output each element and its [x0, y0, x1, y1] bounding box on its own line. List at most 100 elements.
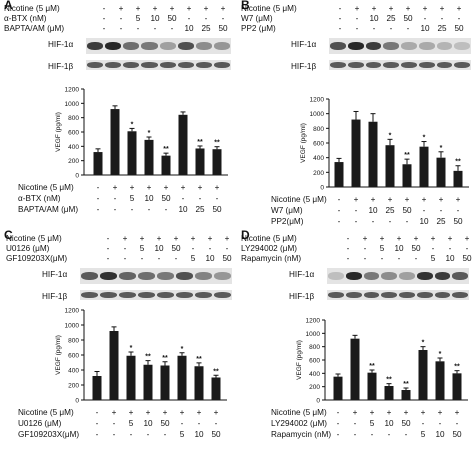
treatment-symbol: 10: [420, 24, 430, 33]
significance-mark: **: [454, 364, 460, 371]
treatment-symbol: -: [336, 408, 340, 417]
treatment-symbol: 50: [454, 24, 464, 33]
blot-band: [365, 62, 382, 68]
treatment-symbol: 25: [436, 217, 446, 226]
treatment-symbol: 50: [402, 206, 412, 215]
blot-band: [399, 272, 415, 280]
treatment-row-label: Nicotine (5 μM): [241, 234, 297, 243]
blot-band: [416, 272, 433, 280]
treatment-symbol: +: [190, 234, 196, 243]
treatment-symbol: -: [338, 24, 342, 33]
treatment-symbol: 5: [129, 194, 135, 203]
y-axis-label: VEGF (pg/ml): [55, 112, 62, 152]
blot-band: [141, 62, 158, 68]
treatment-symbol: +: [213, 408, 219, 417]
treatment-row-label: BAPTA/AM (μM): [4, 24, 65, 33]
treatment-symbol: -: [346, 234, 350, 243]
significance-mark: *: [422, 340, 425, 347]
blot-band: [383, 62, 399, 68]
treatment-symbol: -: [353, 430, 357, 439]
treatment-symbol: +: [169, 4, 175, 13]
bar: [126, 355, 136, 400]
treatment-symbol: -: [337, 195, 341, 204]
bar: [419, 146, 429, 187]
treatment-symbol: 5: [420, 430, 426, 439]
treatment-symbol: -: [123, 254, 127, 263]
panel-a: A Nicotine (5 μM) - + + + + + + + α-BTX (nM) - -5 10 5…: [0, 0, 237, 224]
treatment-symbol: -: [387, 430, 391, 439]
y-tick-label: 0: [75, 398, 79, 405]
y-tick-label: 200: [68, 383, 79, 390]
blot-band: [345, 292, 362, 298]
treatment-symbol: -: [198, 194, 202, 203]
treatment-symbol: +: [456, 4, 462, 13]
blot-band: [157, 292, 174, 298]
treatment-symbol: 5: [179, 430, 185, 439]
treatment-symbol: -: [112, 430, 116, 439]
treatment-symbol: -: [422, 206, 426, 215]
treatment-symbol: -: [106, 234, 110, 243]
blot-band: [381, 292, 397, 298]
treatment-symbol: -: [372, 24, 376, 33]
y-tick-label: 1000: [306, 331, 321, 338]
significance-mark: **: [213, 368, 219, 375]
treatment-symbol: -: [363, 254, 367, 263]
y-tick-label: 600: [309, 358, 320, 365]
treatment-symbol: 10: [205, 254, 215, 263]
treatment-symbol: -: [170, 24, 174, 33]
blot-band: [138, 292, 155, 298]
y-tick-label: 1000: [65, 323, 80, 330]
treatment-row-label: Rapamycin (nM): [241, 254, 302, 263]
treatment-symbol: +: [162, 408, 168, 417]
treatment-symbol: -: [102, 4, 106, 13]
treatment-symbol: 25: [195, 205, 205, 214]
blot-band: [138, 272, 155, 280]
blot-band: [399, 292, 415, 298]
treatment-symbol: -: [465, 244, 469, 253]
treatment-symbol: -: [456, 206, 460, 215]
bar: [177, 355, 187, 400]
blot-band: [418, 42, 435, 50]
treatment-row-label: Nicotine (5 μM): [18, 183, 74, 192]
blot-band: [87, 62, 104, 68]
treatment-symbol: -: [140, 254, 144, 263]
treatment-symbol: 50: [452, 430, 462, 439]
treatment-symbol: +: [370, 195, 376, 204]
treatment-symbol: 10: [178, 205, 188, 214]
treatment-symbol: -: [147, 205, 151, 214]
bar: [161, 155, 171, 175]
blot-band: [381, 272, 397, 280]
treatment-symbol: -: [129, 430, 133, 439]
treatment-symbol: -: [404, 430, 408, 439]
treatment-symbol: +: [197, 183, 203, 192]
treatment-symbol: 5: [190, 254, 196, 263]
treatment-symbol: -: [405, 217, 409, 226]
treatment-symbol: -: [337, 206, 341, 215]
treatment-row-label: W7 (μM): [241, 14, 273, 23]
bar: [453, 170, 463, 187]
blot-label-hif1a: HIF-1α: [291, 40, 317, 49]
treatment-symbol: +: [139, 234, 145, 243]
treatment-row-label: BAPTA/AM (μM): [18, 205, 79, 214]
treatment-symbol: 50: [171, 244, 181, 253]
treatment-row-label: Nicotine (5 μM): [18, 408, 74, 417]
y-tick-label: 1200: [65, 308, 80, 315]
treatment-symbol: -: [414, 254, 418, 263]
panel-label: C: [4, 228, 13, 242]
bar: [351, 119, 361, 187]
y-axis-label: VEGF (pg/ml): [296, 340, 303, 380]
treatment-symbol: +: [224, 234, 230, 243]
treatment-symbol: +: [112, 183, 118, 192]
treatment-symbol: 10: [368, 206, 378, 215]
significance-mark: **: [369, 363, 375, 370]
significance-mark: **: [404, 152, 410, 159]
blot-band: [213, 42, 230, 50]
blot-band: [452, 292, 468, 298]
blot-band: [434, 292, 451, 298]
treatment-symbol: 25: [385, 206, 395, 215]
treatment-symbol: +: [369, 408, 375, 417]
treatment-symbol: 5: [139, 244, 145, 253]
